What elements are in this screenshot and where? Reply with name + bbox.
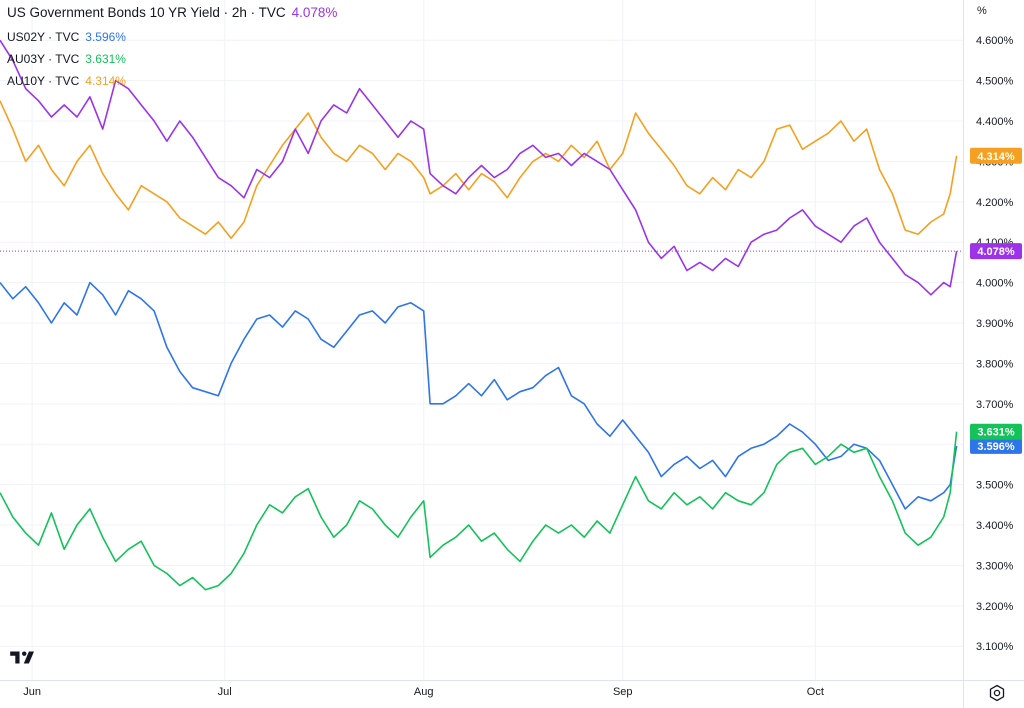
legend-row-au10y[interactable]: AU10Y · TVC 4.314% (7, 70, 337, 92)
last-value-label-2: 3.631% (977, 427, 1015, 439)
main-series-value: 4.078% (291, 5, 338, 20)
legend-label: US02Y · TVC (7, 30, 80, 44)
y-tick-label: 3.800% (976, 358, 1014, 370)
last-value-label-1: 3.596% (977, 441, 1015, 453)
series-line-2 (0, 431, 958, 591)
x-tick-label: Sep (613, 686, 633, 698)
legend-value: 4.314% (85, 74, 126, 88)
y-tick-label: 3.400% (976, 520, 1014, 532)
legend-row-au03y[interactable]: AU03Y · TVC 3.631% (7, 48, 337, 70)
legend-main-row: US Government Bonds 10 YR Yield · 2h · T… (7, 4, 337, 22)
y-tick-label: 4.400% (976, 116, 1014, 128)
x-tick-label: Aug (414, 686, 434, 698)
y-tick-label: 3.500% (976, 480, 1014, 492)
legend-label: AU10Y · TVC (7, 74, 80, 88)
y-tick-label: 4.500% (976, 76, 1014, 88)
y-tick-label: 3.300% (976, 560, 1014, 572)
legend-value: 3.596% (85, 30, 126, 44)
series-line-0 (0, 39, 958, 296)
legend-row-us02y[interactable]: US02Y · TVC 3.596% (7, 26, 337, 48)
last-value-badge-3 (970, 147, 1022, 164)
x-tick-label: Oct (807, 686, 824, 698)
chart-title: US Government Bonds 10 YR Yield · 2h · T… (7, 5, 286, 20)
settings-icon[interactable] (988, 684, 1006, 702)
legend-value: 3.631% (85, 52, 126, 66)
legend: US Government Bonds 10 YR Yield · 2h · T… (7, 4, 337, 92)
y-tick-label: 4.600% (976, 35, 1014, 47)
y-tick-label: 3.700% (976, 399, 1014, 411)
y-tick-label: 3.900% (976, 318, 1014, 330)
x-tick-label: Jun (23, 686, 41, 698)
last-value-badge-1 (970, 437, 1022, 454)
last-value-badge-2 (970, 423, 1022, 440)
series-line-1 (0, 281, 958, 510)
last-value-badge-0 (970, 243, 1022, 260)
series-line-3 (0, 100, 958, 239)
y-tick-label: 3.200% (976, 601, 1014, 613)
last-value-label-3: 4.314% (977, 151, 1015, 163)
tradingview-logo-icon[interactable] (10, 649, 41, 666)
price-scale-unit[interactable]: % (977, 5, 987, 17)
y-tick-label: 4.200% (976, 197, 1014, 209)
y-tick-label: 3.100% (976, 641, 1014, 653)
legend-label: AU03Y · TVC (7, 52, 80, 66)
last-value-label-0: 4.078% (977, 246, 1015, 258)
x-tick-label: Jul (218, 686, 232, 698)
y-tick-label: 4.000% (976, 278, 1014, 290)
